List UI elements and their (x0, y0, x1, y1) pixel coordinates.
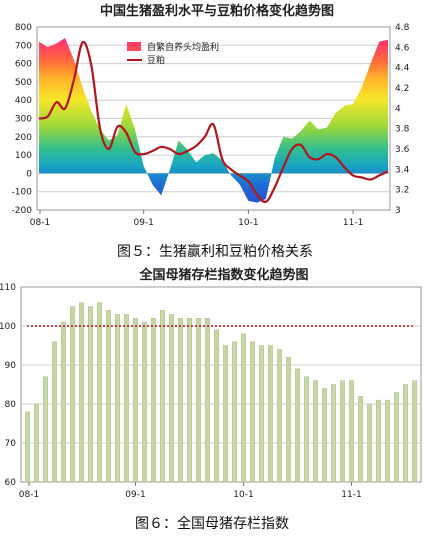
left-tick-label: 600 (15, 60, 32, 70)
sow-index-bar (34, 403, 39, 483)
sow-index-bar (142, 321, 147, 483)
chart1-left-axis: 800 700 600 500 400 300 200 100 0 -100 -200 (12, 23, 33, 216)
sow-index-bar (349, 380, 354, 483)
sow-index-bar (385, 399, 390, 483)
sow-index-bar (151, 318, 156, 483)
x-tick-label: 11-1 (343, 218, 363, 228)
sow-index-bar (43, 376, 48, 483)
chart1-caption: 图５：生猪赢利和豆粕价格关系 (117, 243, 313, 260)
sow-index-bar (205, 318, 210, 483)
x-tick-label: 10-1 (233, 490, 253, 500)
profit-meal-chart: 中国生猪盈利水平与豆粕价格变化趋势图 800 700 600 500 400 300 200… (12, 3, 410, 260)
chart2-x-axis: 08-1 09-1 10-1 11-1 (19, 482, 362, 500)
sow-index-bar (331, 384, 336, 483)
sow-index-bar (358, 395, 363, 483)
sow-index-bar (187, 318, 192, 483)
sow-index-bar (106, 310, 111, 483)
sow-index-bar (178, 318, 183, 483)
left-tick-label: -200 (12, 206, 33, 216)
sow-index-bar (25, 411, 30, 483)
sow-index-bar (340, 380, 345, 483)
sow-index-bar (232, 341, 237, 483)
x-tick-label: 08-1 (19, 490, 39, 500)
y-tick-label: 60 (5, 478, 17, 488)
chart1-x-axis: 08-1 09-1 10-1 11-1 (30, 210, 363, 228)
sow-index-bar (412, 380, 417, 483)
right-tick-label: 4.2 (395, 84, 409, 94)
left-tick-label: 500 (15, 78, 32, 88)
sow-index-bar (286, 356, 291, 483)
y-tick-label: 80 (5, 400, 17, 410)
sow-index-bar (322, 388, 327, 483)
sow-index-bar (160, 310, 165, 483)
chart1-title: 中国生猪盈利水平与豆粕价格变化趋势图 (100, 3, 334, 19)
sow-index-bar (367, 403, 372, 483)
right-tick-label: 3.4 (395, 165, 410, 175)
chart2-plot-border (20, 286, 422, 483)
sow-index-bar (169, 314, 174, 483)
left-tick-label: 800 (15, 23, 32, 33)
left-tick-label: 0 (26, 169, 32, 179)
right-tick-label: 4.6 (395, 43, 410, 53)
chart1-legend: 自繁自养头均盈利 豆粕 (127, 41, 219, 66)
sow-index-bar (97, 302, 102, 483)
sow-index-bar (259, 345, 264, 483)
profit-area (39, 37, 388, 203)
sow-index-bar (277, 349, 282, 483)
y-tick-label: 90 (5, 361, 17, 371)
chart2-y-axis: 110 100 90 80 70 60 (0, 283, 16, 488)
left-tick-label: 400 (15, 96, 32, 106)
right-tick-label: 4 (395, 104, 401, 114)
left-tick-label: -100 (12, 188, 33, 198)
sow-index-bar (196, 318, 201, 483)
left-tick-label: 300 (15, 115, 32, 125)
legend-profit-swatch (127, 42, 141, 51)
x-tick-label: 11-1 (341, 490, 361, 500)
sow-index-bar (295, 368, 300, 483)
right-tick-label: 3.8 (395, 125, 410, 135)
sow-index-bars (25, 302, 417, 483)
legend-profit-label: 自繁自养头均盈利 (147, 41, 219, 53)
right-tick-label: 3.6 (395, 145, 410, 155)
soybean-meal-line (38, 40, 389, 204)
sow-index-bar (79, 302, 84, 483)
right-tick-label: 4.8 (395, 23, 410, 33)
sow-index-bar (133, 318, 138, 483)
sow-index-bar (223, 345, 228, 483)
sow-index-bar (250, 341, 255, 483)
y-tick-label: 70 (5, 439, 17, 449)
sow-index-bar (304, 376, 309, 483)
sow-index-bar (394, 392, 399, 483)
right-tick-label: 4.4 (395, 64, 410, 74)
sow-index-bar (70, 306, 75, 483)
sow-index-bar (124, 314, 129, 483)
y-tick-label: 100 (0, 322, 16, 332)
chart1-right-axis: 4.8 4.6 4.4 4.2 4 3.8 3.6 3.4 3.2 3 (395, 23, 410, 216)
legend-meal-label: 豆粕 (147, 54, 165, 66)
sow-index-bar (61, 321, 66, 483)
x-tick-label: 09-1 (125, 490, 145, 500)
chart2-caption: 图６：全国母猪存栏指数 (135, 515, 289, 532)
sow-index-bar (88, 306, 93, 483)
sow-index-bar (214, 329, 219, 483)
left-tick-label: 700 (15, 41, 32, 51)
sow-index-chart: 全国母猪存栏指数变化趋势图 110 100 90 80 70 60 08-1 09-1 10-… (0, 267, 422, 532)
x-tick-label: 09-1 (133, 218, 153, 228)
right-tick-label: 3 (395, 206, 401, 216)
x-tick-label: 08-1 (30, 218, 50, 228)
left-tick-label: 100 (15, 151, 32, 161)
x-tick-label: 10-1 (238, 218, 258, 228)
left-tick-label: 200 (15, 133, 32, 143)
sow-index-bar (313, 380, 318, 483)
sow-index-bar (268, 345, 273, 483)
right-tick-label: 3.2 (395, 186, 409, 196)
sow-index-bar (403, 384, 408, 483)
sow-index-bar (115, 314, 120, 483)
y-tick-label: 110 (0, 283, 16, 293)
sow-index-bar (376, 399, 381, 483)
sow-index-bar (241, 333, 246, 483)
chart2-title: 全国母猪存栏指数变化趋势图 (138, 267, 308, 283)
sow-index-bar (52, 341, 57, 483)
